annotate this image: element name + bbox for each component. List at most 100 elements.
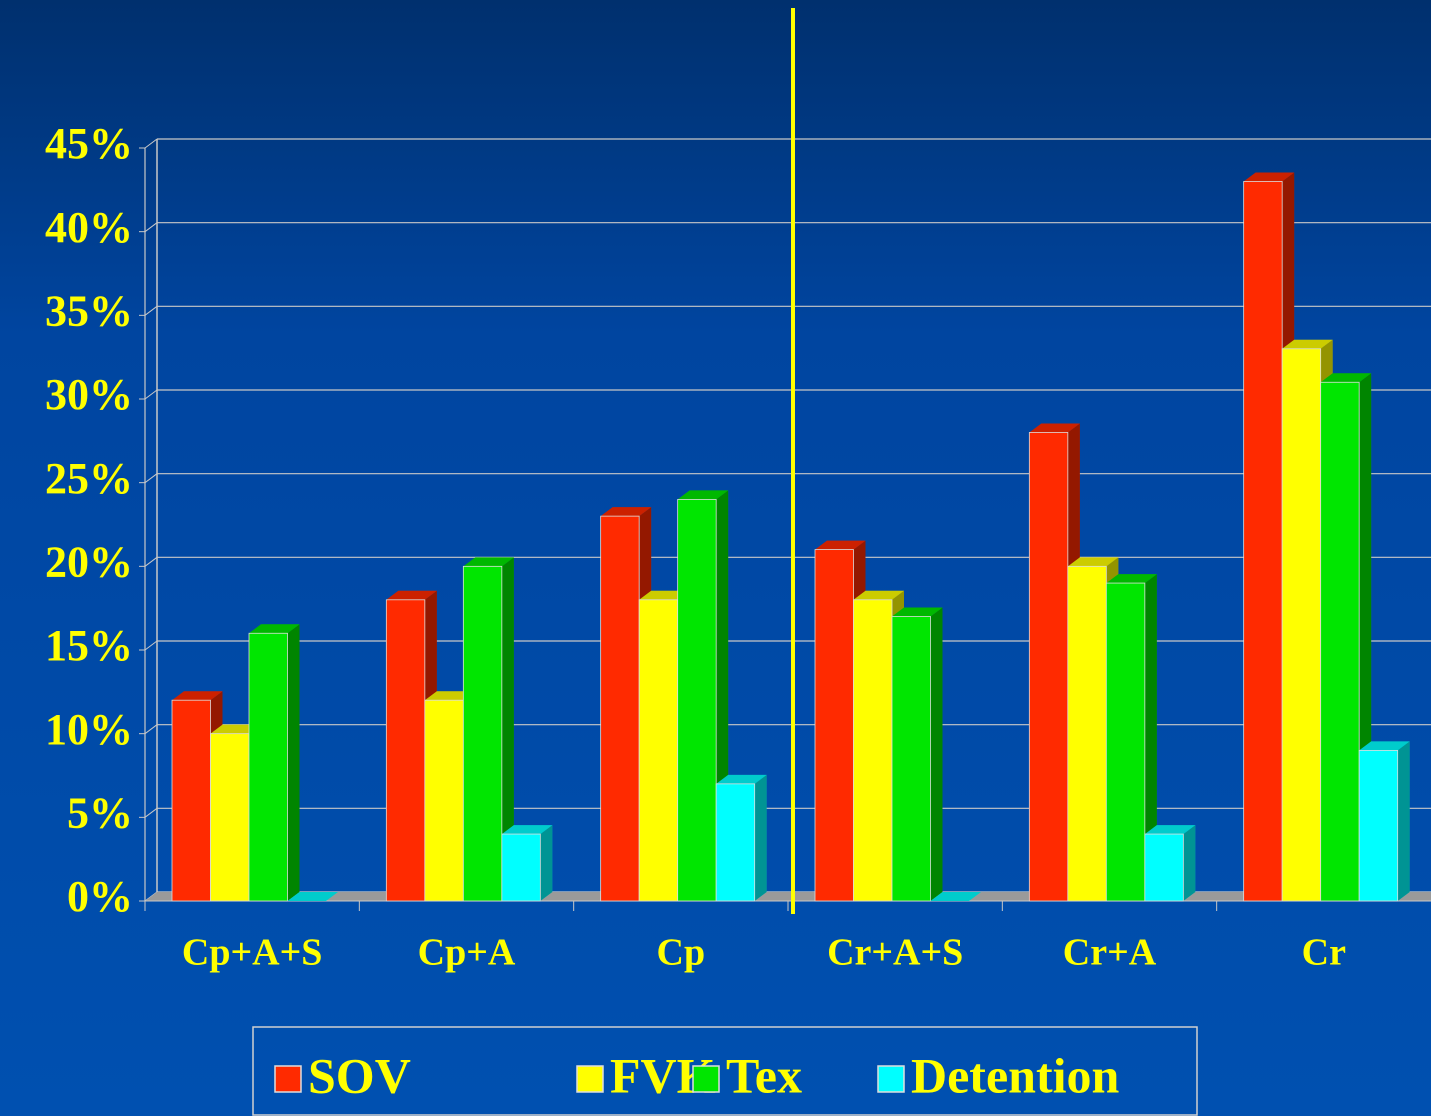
bar-top-shade	[1282, 339, 1333, 349]
bar-top	[386, 590, 437, 600]
bar	[1358, 750, 1399, 902]
bar-top	[677, 490, 729, 500]
bar-side-shade	[930, 607, 943, 901]
y-tick-label: 20%	[45, 537, 133, 586]
y-tick-label: 5%	[67, 788, 133, 837]
tick-mark	[144, 640, 158, 651]
bar-top-shade	[1144, 825, 1196, 835]
legend-label: Tex	[726, 1047, 802, 1103]
floor	[145, 892, 1431, 901]
bar-side	[1183, 825, 1196, 901]
bar	[210, 733, 250, 902]
bar	[1105, 582, 1146, 902]
bar-top	[639, 590, 690, 600]
bar-top	[287, 892, 338, 901]
bar	[600, 515, 640, 902]
bar	[853, 599, 893, 902]
bar-top	[1282, 339, 1333, 349]
y-tick-label: 35%	[45, 286, 133, 335]
bar-side	[930, 607, 943, 901]
bar	[462, 565, 503, 902]
tick-mark	[144, 222, 158, 233]
x-tick-label: Cr+A	[1063, 932, 1157, 974]
legend-swatch	[274, 1065, 302, 1093]
bar	[814, 549, 854, 902]
bar-side	[501, 557, 514, 901]
bar-top-shade	[677, 490, 729, 500]
x-tick-label: Cp+A	[418, 932, 516, 974]
bar-top	[1359, 741, 1410, 751]
bar-top	[463, 557, 514, 567]
legend-box	[252, 1026, 1198, 1116]
legend-swatch	[877, 1065, 905, 1093]
bar-top	[210, 724, 261, 734]
bar-top	[1029, 423, 1080, 433]
tick-mark	[144, 473, 158, 484]
bar-top-shade	[1029, 423, 1080, 433]
bar-top	[172, 691, 223, 701]
y-tick-label: 15%	[45, 621, 133, 670]
tick-mark	[144, 807, 158, 818]
bar-side-shade	[1397, 741, 1410, 901]
bar-top-shade	[386, 590, 437, 600]
bar	[1144, 833, 1184, 902]
bar	[638, 599, 679, 902]
bar-side-shade	[540, 825, 553, 901]
x-tick-label: Cr	[1302, 932, 1346, 974]
bar	[248, 632, 288, 902]
bar-top-shade	[210, 724, 261, 734]
bar-top	[501, 825, 553, 835]
bar	[385, 599, 426, 902]
bar	[171, 699, 211, 902]
bar-top-shade	[892, 607, 943, 617]
bar-top-shade	[639, 590, 690, 600]
y-tick-label: 25%	[45, 454, 133, 503]
bar	[1320, 381, 1360, 902]
bar	[1243, 181, 1283, 902]
bar-top-shade	[287, 892, 338, 901]
bar-top-shade	[815, 540, 866, 550]
bar-top-shade	[716, 774, 767, 784]
legend-swatch	[692, 1065, 720, 1093]
x-tick-label: Cp+A+S	[182, 932, 322, 974]
bar-side-shade	[1144, 574, 1157, 901]
bar-top-shade	[1067, 557, 1119, 567]
bar-top-shade	[600, 507, 652, 517]
legend-label: Detention	[911, 1047, 1119, 1103]
bar-side-shade	[1183, 825, 1196, 901]
y-tick-label: 45%	[45, 119, 133, 168]
y-tick-label: 10%	[45, 705, 133, 754]
y-tick-label: 40%	[45, 203, 133, 252]
bar-side	[1397, 741, 1410, 901]
bar-top	[424, 691, 476, 701]
bar-side	[754, 774, 767, 901]
legend-swatch	[576, 1065, 604, 1093]
bar-side-shade	[754, 774, 767, 901]
bar	[1028, 432, 1069, 902]
bar-top	[892, 607, 943, 617]
tick-mark	[144, 556, 158, 567]
bar-top	[815, 540, 866, 550]
plot-area: 0% 5% 10% 15% 20% 25% 30% 35% 40% 45% Cp+A+S Cp+A Cp…	[45, 119, 1431, 974]
bar-side-shade	[501, 557, 514, 901]
bar-top-shade	[249, 624, 300, 634]
bar-top-shade	[930, 892, 981, 901]
x-tick-label: Cp	[657, 932, 706, 974]
bar-top-shade	[1320, 373, 1372, 383]
bar-top-shade	[501, 825, 553, 835]
tick-mark	[144, 389, 158, 400]
bar-side	[1144, 574, 1157, 901]
bar-top	[930, 892, 981, 901]
bar-side	[287, 624, 300, 901]
bar	[891, 616, 931, 902]
bar-top	[249, 624, 300, 634]
bar	[715, 783, 756, 902]
bar	[1281, 348, 1322, 902]
bar-side-shade	[287, 624, 300, 901]
tick-mark	[144, 724, 158, 735]
bar-top	[716, 774, 767, 784]
bar	[501, 833, 541, 902]
legend-label: SOV	[308, 1047, 411, 1103]
bar-top	[1067, 557, 1119, 567]
